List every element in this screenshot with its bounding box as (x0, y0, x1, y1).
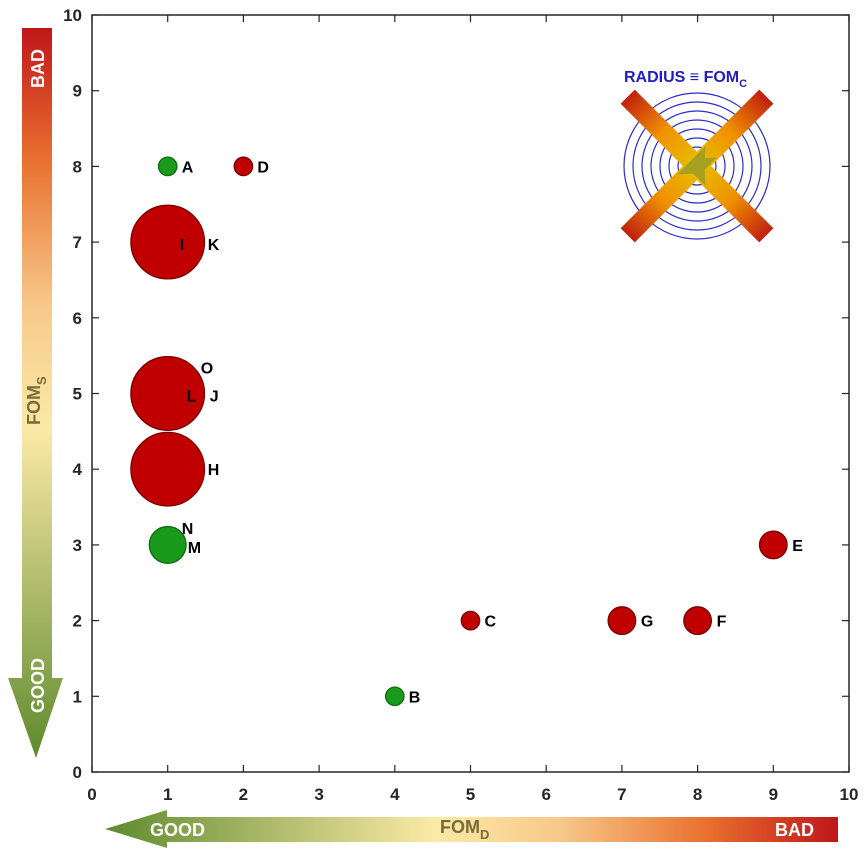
legend-ring (632, 101, 762, 231)
y-tick-label: 3 (73, 536, 82, 555)
legend-ring (677, 146, 717, 186)
x-arrow-good-label: GOOD (150, 820, 205, 840)
x-tick-label: 9 (769, 785, 778, 804)
legend-ring (623, 92, 771, 240)
point-marker-a (157, 156, 178, 177)
point-marker-e (758, 530, 788, 560)
y-arrow-bad-label: BAD (28, 49, 48, 88)
point-label-i: I (180, 237, 184, 254)
x-tick-label: 5 (466, 785, 475, 804)
y-tick-label: 8 (73, 157, 82, 176)
point-marker-g (607, 606, 637, 636)
point-marker-m (148, 525, 187, 564)
legend-ring (641, 110, 753, 222)
point-marker-b (384, 686, 405, 707)
y-tick-label: 6 (73, 309, 82, 328)
y-direction-arrow: BAD GOOD FOMS (8, 28, 63, 758)
point-label-m: M (188, 540, 201, 557)
x-tick-label: 7 (617, 785, 626, 804)
point-marker-l (130, 356, 206, 431)
legend-ring (668, 137, 726, 195)
point-marker-k (130, 204, 206, 280)
x-tick-label: 2 (239, 785, 248, 804)
y-tick-label: 4 (73, 460, 83, 479)
y-tick-label: 1 (73, 687, 82, 706)
y-arrow-good-label: GOOD (28, 658, 48, 713)
x-tick-label: 4 (390, 785, 400, 804)
point-label-c: C (485, 614, 497, 631)
y-axis: 0 1 2 3 4 5 6 7 8 9 10 (63, 6, 849, 782)
x-tick-label: 0 (87, 785, 96, 804)
point-marker-c (460, 610, 481, 631)
y-tick-label: 2 (73, 612, 82, 631)
point-marker-f (683, 606, 713, 636)
point-marker-h (130, 431, 206, 507)
legend-text: RADIUS ≡ FOMC (624, 69, 747, 90)
point-label-n: N (182, 521, 194, 538)
x-axis: 0 1 2 3 4 5 6 7 8 9 10 (87, 15, 858, 804)
point-label-b: B (409, 689, 421, 706)
x-tick-label: 3 (314, 785, 323, 804)
point-label-o: O (201, 361, 213, 378)
data-points: A B C D E F G H I K L JO MN (130, 156, 803, 707)
point-label-g: G (641, 614, 653, 631)
point-label-e: E (792, 538, 803, 555)
x-tick-label: 10 (840, 785, 859, 804)
point-label-k: K (208, 237, 220, 254)
legend-rings (623, 92, 771, 240)
plot-area: 0 1 2 3 4 5 6 7 8 9 10 0 1 2 3 4 5 6 7 8 9 10 A B C D E F G H I K L JO M… (63, 6, 858, 804)
y-tick-label: 7 (73, 233, 82, 252)
y-axis-label: FOMS (24, 376, 49, 425)
y-tick-label: 9 (73, 82, 82, 101)
x-axis-label: FOMD (440, 817, 489, 842)
legend-ring (650, 119, 744, 213)
legend-ring (659, 128, 735, 204)
y-tick-label: 0 (73, 763, 82, 782)
point-label-f: F (717, 614, 727, 631)
x-arrow-bad-label: BAD (775, 820, 814, 840)
point-label-l: L (187, 389, 197, 406)
point-label-h: H (208, 462, 220, 479)
x-direction-arrow: GOOD BAD FOMD (105, 810, 838, 848)
y-tick-label: 5 (73, 385, 82, 404)
x-tick-label: 8 (693, 785, 702, 804)
point-marker-d (233, 156, 254, 177)
x-tick-label: 1 (163, 785, 172, 804)
legend: RADIUS ≡ FOMC (620, 69, 774, 243)
point-label-j: J (210, 389, 219, 406)
x-tick-label: 6 (541, 785, 550, 804)
legend-arrows (620, 89, 774, 243)
point-label-d: D (257, 159, 269, 176)
point-label-a: A (182, 159, 194, 176)
y-tick-label: 10 (63, 6, 82, 25)
